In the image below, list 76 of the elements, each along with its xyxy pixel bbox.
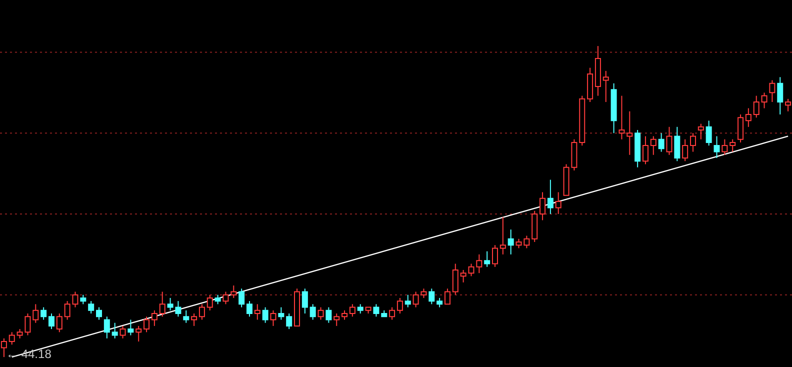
candlestick bbox=[682, 138, 688, 162]
candlestick bbox=[547, 179, 554, 214]
candlestick bbox=[714, 136, 720, 158]
candlestick bbox=[730, 138, 736, 152]
candlestick bbox=[8, 332, 15, 346]
candlestick bbox=[484, 250, 490, 268]
candlestick bbox=[48, 313, 54, 330]
annotation: ← 44.18 bbox=[6, 347, 52, 361]
candlestick bbox=[753, 95, 760, 118]
candlestick bbox=[452, 263, 458, 296]
candlestick bbox=[436, 297, 443, 308]
candlestick bbox=[618, 95, 625, 140]
candlestick bbox=[230, 285, 237, 298]
candlestick bbox=[206, 294, 213, 311]
candlestick bbox=[555, 192, 562, 214]
candlestick bbox=[722, 138, 728, 156]
candlestick bbox=[120, 325, 126, 339]
candlestick bbox=[666, 126, 672, 156]
candlestick bbox=[540, 192, 546, 221]
candlestick bbox=[492, 244, 498, 268]
candlestick bbox=[626, 110, 633, 156]
candlestick bbox=[602, 70, 609, 103]
candlestick bbox=[357, 304, 364, 314]
candlestick bbox=[349, 304, 356, 318]
candlestick bbox=[80, 294, 86, 305]
candlestick bbox=[690, 132, 696, 152]
candlestick bbox=[183, 310, 190, 324]
candlestick bbox=[310, 304, 316, 320]
candlestick bbox=[476, 254, 482, 274]
candlestick bbox=[674, 126, 680, 162]
candlestick bbox=[444, 288, 450, 305]
candlestick bbox=[658, 132, 664, 152]
candlestick bbox=[278, 306, 284, 320]
candlestick bbox=[500, 216, 506, 255]
candlestick bbox=[777, 76, 784, 115]
candlestick bbox=[32, 304, 39, 324]
candlestick bbox=[428, 288, 435, 305]
candlestick bbox=[650, 136, 656, 156]
candlestick bbox=[318, 306, 324, 320]
candlestick bbox=[222, 291, 229, 305]
candlestick bbox=[262, 306, 268, 324]
candlestick bbox=[128, 319, 134, 336]
candlestick bbox=[342, 310, 348, 320]
candlestick bbox=[698, 123, 704, 140]
candlestick bbox=[769, 80, 776, 103]
candlestick bbox=[706, 120, 712, 146]
candlestick bbox=[112, 322, 118, 339]
candlestick bbox=[396, 297, 403, 314]
candlestick bbox=[508, 229, 514, 255]
candlestick bbox=[286, 313, 292, 330]
candlestick bbox=[270, 310, 276, 326]
candlestick bbox=[246, 300, 252, 318]
candlestick bbox=[144, 316, 150, 333]
candlestick bbox=[40, 306, 47, 320]
candlestick bbox=[642, 136, 648, 165]
candlestick bbox=[151, 310, 158, 326]
candlestick bbox=[238, 288, 245, 308]
candlestick bbox=[334, 313, 340, 326]
candlestick bbox=[191, 313, 198, 326]
candlestick bbox=[88, 300, 94, 314]
candlestick bbox=[96, 306, 102, 320]
candlestick bbox=[389, 306, 396, 320]
candlestick bbox=[404, 294, 411, 308]
candlestick bbox=[745, 108, 752, 128]
candlestick bbox=[198, 304, 205, 320]
candlestick bbox=[254, 304, 260, 320]
candlestick bbox=[761, 92, 768, 109]
candlestick bbox=[214, 294, 221, 305]
candlestick bbox=[136, 325, 142, 342]
candlestick bbox=[326, 306, 332, 324]
candlestick bbox=[373, 304, 380, 318]
candlestick bbox=[56, 313, 62, 333]
candlestick bbox=[104, 316, 110, 339]
candlestick bbox=[159, 291, 166, 318]
candlestick bbox=[738, 114, 744, 143]
candlestick bbox=[302, 288, 308, 314]
